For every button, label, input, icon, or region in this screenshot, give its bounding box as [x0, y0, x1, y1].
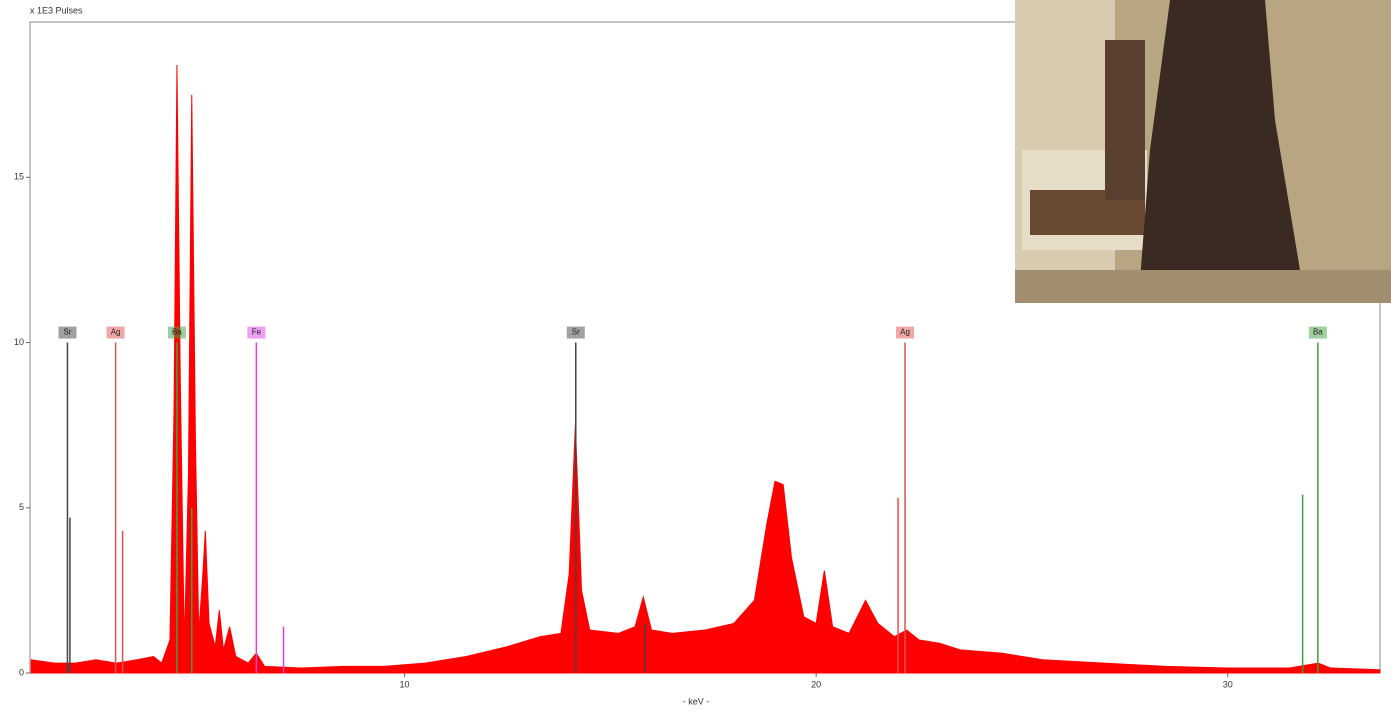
x-tick-label: 20 — [811, 679, 821, 689]
element-label: Sr — [63, 328, 71, 337]
x-tick-label: 10 — [400, 679, 410, 689]
x-tick-label: 30 — [1223, 679, 1233, 689]
element-label: Fe — [252, 328, 262, 337]
x-axis-label: - keV - — [683, 696, 710, 706]
y-tick-label: 10 — [14, 337, 24, 347]
y-unit-label: x 1E3 Pulses — [30, 5, 83, 15]
element-label: Ba — [1313, 328, 1323, 337]
element-label: Ag — [900, 328, 910, 337]
element-label: Ag — [111, 328, 121, 337]
chart: x 1E3 Pulses - keV - 0 5 10 15 10 20 30 Sr Ag Ba F… — [0, 0, 1391, 711]
element-label: Sr — [572, 328, 580, 337]
photo — [1015, 0, 1391, 303]
page: {"chart_data": {"type": "area", "y_unit_… — [0, 0, 1391, 711]
y-tick-label: 5 — [19, 502, 24, 512]
y-tick-label: 0 — [19, 667, 24, 677]
y-tick-label: 15 — [14, 172, 24, 182]
element-label: Ba — [172, 328, 182, 337]
